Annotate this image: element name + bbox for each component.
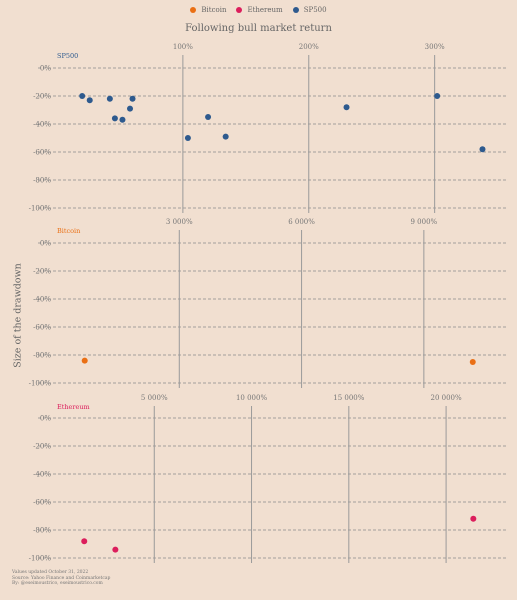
y-tick-label: -60% xyxy=(33,149,51,157)
legend-marker xyxy=(292,7,299,13)
data-point-ethereum xyxy=(112,546,119,553)
data-point-sp500 xyxy=(343,104,350,111)
footer-source: Source: Yahoo Finance and Coinmarketcap xyxy=(12,575,111,581)
legend-label: Ethereum xyxy=(247,6,283,14)
x-tick-label: 300% xyxy=(425,43,445,51)
panel-sp500: SP500 0% -20% -40% -60% -80% -100% 100% 200% 300% xyxy=(29,43,508,213)
panel-title: SP500 xyxy=(57,52,78,60)
x-axis-title: Following bull market return xyxy=(185,23,332,34)
y-tick-label: -80% xyxy=(33,352,51,360)
y-tick-label: -100% xyxy=(29,205,52,213)
panel-ethereum: Ethereum 0% -20% -40% -60% -80% -100% 5 000% 10 … xyxy=(29,394,508,563)
legend-marker xyxy=(190,7,197,13)
y-tick-label: -60% xyxy=(33,499,51,507)
panel-bitcoin: Bitcoin 0% -20% -40% -60% -80% -100% 3 000% 6 00… xyxy=(29,218,508,388)
data-point-sp500 xyxy=(127,105,134,112)
x-tick-label: 200% xyxy=(299,43,319,51)
data-point-sp500 xyxy=(434,93,441,99)
y-tick-label: -20% xyxy=(33,443,51,451)
panel-title: Bitcoin xyxy=(57,227,80,235)
data-point-sp500 xyxy=(222,133,229,140)
x-tick-label: 9 000% xyxy=(411,218,438,226)
data-point-sp500 xyxy=(111,115,118,122)
legend-label: SP500 xyxy=(303,6,327,14)
data-point-sp500 xyxy=(119,116,126,123)
y-tick-label: -40% xyxy=(33,471,51,479)
x-tick-label: 15 000% xyxy=(333,394,364,402)
data-point-sp500 xyxy=(479,146,486,153)
legend-item-sp500: SP500 xyxy=(292,6,327,14)
y-tick-label: 0% xyxy=(40,65,51,73)
y-tick-label: -80% xyxy=(33,527,51,535)
footer: Values updated October 31, 2022 Source: … xyxy=(12,570,110,587)
panel-title: Ethereum xyxy=(57,403,90,411)
y-tick-label: -100% xyxy=(29,555,52,563)
data-point-bitcoin xyxy=(81,357,88,364)
data-point-sp500 xyxy=(79,93,86,99)
y-tick-label: -40% xyxy=(33,121,51,129)
y-tick-label: 0% xyxy=(40,240,51,248)
x-tick-label: 10 000% xyxy=(236,394,267,402)
legend-item-ethereum: Ethereum xyxy=(236,6,283,14)
legend-label: Bitcoin xyxy=(201,6,227,14)
x-tick-label: 100% xyxy=(173,43,193,51)
x-tick-label: 6 000% xyxy=(288,218,315,226)
x-tick-label: 3 000% xyxy=(166,218,193,226)
y-tick-label: -20% xyxy=(33,93,51,101)
footer-updated: Values updated October 31, 2022 xyxy=(12,570,89,575)
data-point-ethereum xyxy=(81,538,88,545)
y-tick-label: -80% xyxy=(33,177,51,185)
x-tick-label: 5 000% xyxy=(141,394,168,402)
footer-credit: By: @eseimoustrico, eseimoustrico.com xyxy=(12,581,103,586)
y-tick-label: -20% xyxy=(33,268,51,276)
data-point-sp500 xyxy=(106,95,113,102)
y-tick-label: -100% xyxy=(29,380,52,388)
legend-item-bitcoin: Bitcoin xyxy=(190,6,226,14)
x-tick-label: 20 000% xyxy=(431,394,462,402)
data-point-ethereum xyxy=(470,515,477,522)
legend-marker xyxy=(236,7,243,13)
y-tick-label: 0% xyxy=(40,415,51,423)
y-tick-label: -60% xyxy=(33,324,51,332)
data-point-sp500 xyxy=(86,97,93,104)
data-point-sp500 xyxy=(184,135,191,141)
legend: Bitcoin Ethereum SP500 xyxy=(0,6,517,14)
data-point-bitcoin xyxy=(469,359,476,365)
data-point-sp500 xyxy=(205,114,212,120)
data-point-sp500 xyxy=(129,95,136,102)
y-tick-label: -40% xyxy=(33,296,51,304)
